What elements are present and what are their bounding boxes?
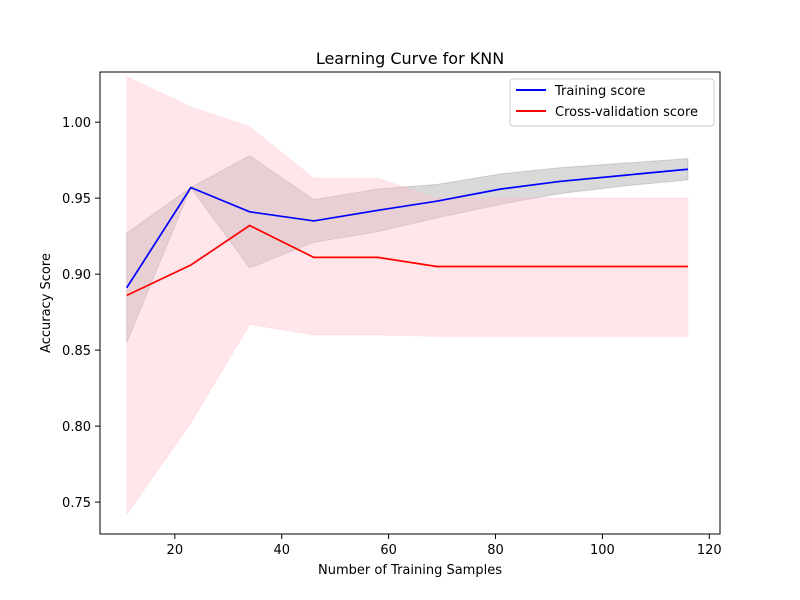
y-axis-ticks: 0.75 0.80 0.85 0.90 0.95 1.00 (62, 116, 100, 511)
confidence-band-training (126, 154, 689, 343)
y-axis-label: Accuracy Score (39, 253, 54, 353)
x-axis-ticks: 20 40 60 80 100 120 (167, 534, 722, 558)
line-cross-validation (126, 224, 688, 297)
y-tick-label: 0.80 (62, 420, 91, 435)
chart-title: Learning Curve for KNN (316, 49, 504, 68)
legend-label-training: Training score (554, 84, 645, 99)
x-tick-label: 40 (273, 543, 290, 558)
y-tick-label: 0.95 (62, 192, 91, 207)
legend-box (509, 78, 715, 127)
plot-area-frame (99, 71, 721, 535)
y-tick-label: 1.00 (62, 116, 91, 131)
x-axis-label: Number of Training Samples (318, 563, 502, 578)
confidence-band-cross-validation (126, 75, 689, 516)
y-tick-label: 0.75 (62, 496, 91, 511)
series-lines (126, 168, 689, 297)
x-tick-label: 60 (380, 543, 397, 558)
x-tick-label: 120 (697, 543, 722, 558)
x-tick-label: 100 (590, 543, 615, 558)
y-tick-label: 0.90 (62, 268, 91, 283)
x-tick-label: 80 (487, 543, 504, 558)
confidence-bands (126, 75, 689, 516)
legend-label-cross-validation: Cross-validation score (555, 105, 698, 120)
y-tick-label: 0.85 (62, 344, 91, 359)
line-training (126, 168, 689, 289)
x-tick-label: 20 (167, 543, 184, 558)
legend: Training score Cross-validation score (509, 78, 715, 127)
